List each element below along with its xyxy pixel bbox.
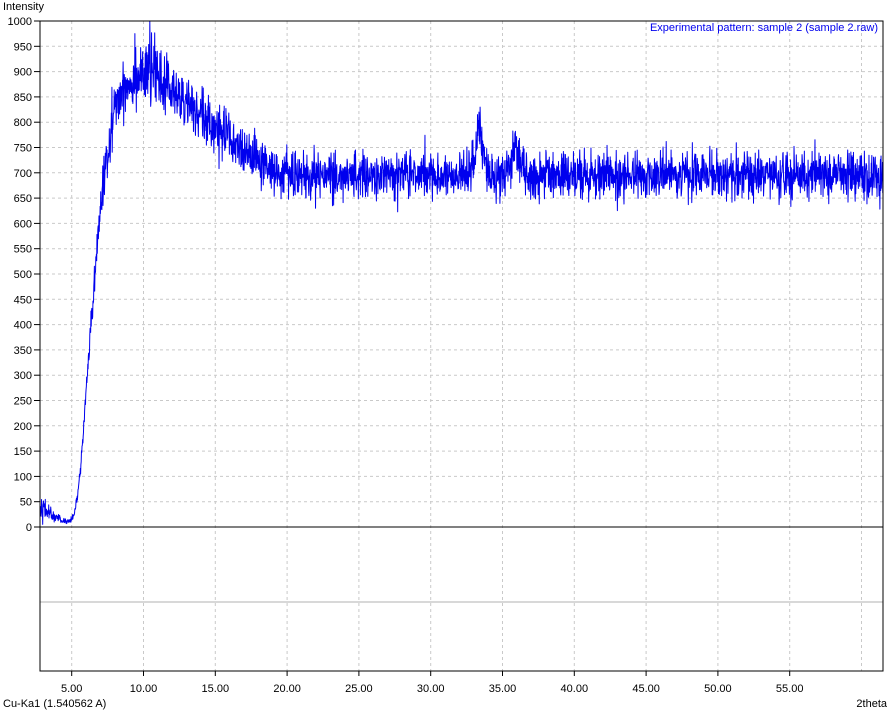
- svg-text:250: 250: [14, 396, 32, 408]
- svg-text:15.00: 15.00: [202, 683, 230, 695]
- svg-text:500: 500: [14, 269, 32, 281]
- svg-text:45.00: 45.00: [632, 683, 660, 695]
- svg-text:950: 950: [14, 41, 32, 53]
- svg-text:30.00: 30.00: [417, 683, 445, 695]
- svg-text:1000: 1000: [8, 16, 32, 28]
- svg-text:350: 350: [14, 345, 32, 357]
- svg-text:0: 0: [26, 522, 32, 534]
- svg-text:850: 850: [14, 92, 32, 104]
- svg-text:200: 200: [14, 421, 32, 433]
- svg-text:550: 550: [14, 244, 32, 256]
- svg-text:10.00: 10.00: [130, 683, 158, 695]
- svg-text:900: 900: [14, 67, 32, 79]
- y-axis-tick-labels: 0 50 100 150 200 250 300 350 400 450 500 550 600 650 7…: [8, 16, 32, 534]
- svg-text:600: 600: [14, 218, 32, 230]
- radiation-label: Cu-Ka1 (1.540562 A): [3, 698, 107, 710]
- svg-text:20.00: 20.00: [273, 683, 301, 695]
- axis-ticks: [34, 20, 791, 676]
- plot-border: [39, 20, 884, 672]
- svg-text:800: 800: [14, 117, 32, 129]
- svg-text:40.00: 40.00: [561, 683, 589, 695]
- x-axis-title: 2theta: [856, 698, 887, 710]
- experimental-pattern-trace[interactable]: [39, 20, 884, 525]
- gridlines: [40, 21, 883, 671]
- y-axis-title: Intensity: [3, 1, 44, 13]
- svg-text:25.00: 25.00: [345, 683, 373, 695]
- svg-text:300: 300: [14, 370, 32, 382]
- svg-text:650: 650: [14, 193, 32, 205]
- svg-text:450: 450: [14, 294, 32, 306]
- svg-text:5.00: 5.00: [61, 683, 82, 695]
- svg-text:50: 50: [20, 497, 32, 509]
- svg-text:400: 400: [14, 320, 32, 332]
- svg-text:750: 750: [14, 143, 32, 155]
- legend-experimental-pattern: Experimental pattern: sample 2 (sample 2…: [649, 22, 878, 34]
- svg-text:50.00: 50.00: [704, 683, 732, 695]
- svg-text:150: 150: [14, 446, 32, 458]
- svg-text:700: 700: [14, 168, 32, 180]
- x-axis-tick-labels: 5.00 10.00 15.00 20.00 25.00 30.00 35.00 40.00 4…: [61, 683, 803, 695]
- svg-text:100: 100: [14, 471, 32, 483]
- svg-text:55.00: 55.00: [776, 683, 804, 695]
- svg-text:35.00: 35.00: [489, 683, 517, 695]
